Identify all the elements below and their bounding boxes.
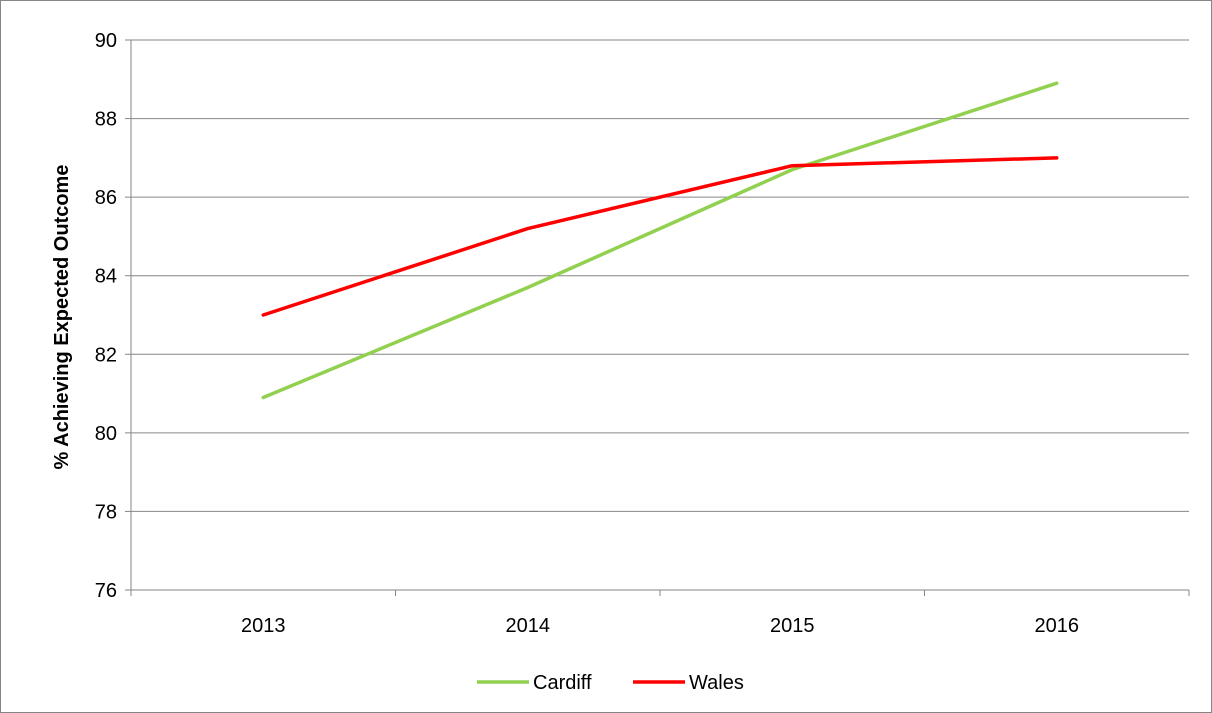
series-line-wales (261, 156, 1059, 317)
series-line-cardiff (261, 81, 1059, 400)
y-tick-label: 84 (95, 266, 117, 288)
y-tick-label: 86 (95, 187, 117, 209)
x-tick-label: 2013 (241, 615, 286, 637)
legend-label: Wales (689, 672, 744, 694)
gridlines (131, 39, 1189, 512)
y-axis-title: % Achieving Expected Outcome (51, 165, 73, 470)
y-tick-label: 90 (95, 30, 117, 52)
y-tick-label: 76 (95, 580, 117, 602)
y-tick-label: 80 (95, 423, 117, 445)
series-lines (261, 81, 1059, 400)
x-tick-label: 2015 (770, 615, 815, 637)
legend-label: Cardiff (533, 672, 592, 694)
legend-item-cardiff: Cardiff (477, 672, 592, 694)
y-tick-label: 82 (95, 344, 117, 366)
y-tick-labels: 76 78 80 82 84 86 88 90 (95, 30, 117, 602)
x-tick-labels: 2013 2014 2015 2016 (241, 615, 1079, 637)
legend-item-wales: Wales (633, 672, 744, 694)
x-tick-label: 2016 (1035, 615, 1080, 637)
legend: Cardiff Wales (477, 672, 744, 694)
y-tick-label: 78 (95, 501, 117, 523)
axes (125, 39, 1190, 596)
y-tick-label: 88 (95, 109, 117, 131)
x-tick-label: 2014 (506, 615, 551, 637)
